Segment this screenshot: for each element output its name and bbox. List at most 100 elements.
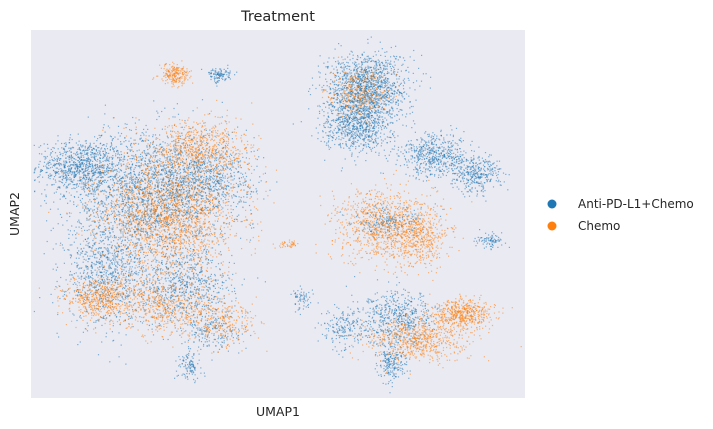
umap-point [122, 273, 125, 275]
umap-point [117, 132, 120, 134]
umap-point [85, 149, 87, 151]
umap-point [105, 257, 107, 259]
umap-point [111, 273, 113, 275]
umap-point [179, 277, 182, 279]
umap-point [102, 205, 104, 207]
umap-point [217, 165, 220, 167]
umap-point [68, 237, 70, 239]
umap-point [191, 325, 193, 327]
umap-point [130, 149, 132, 151]
umap-point [156, 144, 158, 146]
umap-point [177, 217, 179, 219]
umap-point [167, 268, 169, 271]
umap-point [179, 312, 181, 314]
umap-point [105, 262, 108, 264]
umap-point [142, 307, 144, 309]
umap-point [162, 269, 164, 271]
umap-point [186, 257, 188, 259]
umap-point [182, 291, 184, 294]
umap-point [128, 196, 130, 198]
umap-point [83, 163, 85, 165]
umap-point [100, 281, 102, 283]
umap-point [170, 300, 172, 303]
umap-point [137, 274, 139, 276]
umap-point [89, 199, 91, 201]
umap-point [212, 164, 214, 166]
umap-point [117, 138, 119, 140]
umap-point [80, 164, 82, 166]
umap-point [154, 187, 156, 190]
umap-point [106, 249, 108, 251]
umap-point [45, 196, 47, 198]
umap-point [128, 163, 130, 165]
umap-point [168, 169, 170, 171]
umap-point [101, 260, 103, 262]
umap-point [101, 292, 103, 294]
umap-point [185, 187, 187, 189]
umap-point [117, 277, 119, 279]
umap-point [176, 174, 178, 177]
umap-point [161, 188, 163, 190]
umap-point [169, 150, 171, 152]
umap-point [106, 278, 108, 280]
umap-point [253, 150, 255, 152]
umap-point [212, 285, 214, 287]
umap-point [88, 229, 90, 231]
umap-point [80, 163, 82, 165]
umap-point [171, 179, 173, 182]
umap-point [67, 178, 69, 180]
umap-point [86, 152, 88, 155]
umap-point [101, 147, 103, 149]
umap-point [73, 163, 75, 165]
umap-point [109, 265, 111, 267]
umap-point [125, 127, 127, 129]
umap-point [195, 269, 197, 271]
umap-point [164, 278, 166, 280]
umap-point [193, 183, 195, 185]
umap-point [201, 270, 203, 272]
umap-point [173, 177, 175, 179]
umap-point [113, 147, 116, 149]
umap-point [190, 259, 192, 261]
umap-point [105, 152, 107, 154]
umap-point [79, 212, 81, 214]
umap-point [88, 215, 90, 217]
umap-point [238, 201, 240, 203]
umap-point [118, 244, 120, 247]
umap-point [108, 160, 110, 162]
umap-point [198, 280, 200, 282]
umap-point [122, 274, 124, 276]
umap-point [166, 260, 168, 262]
umap-point [119, 157, 121, 159]
umap-point [165, 237, 167, 239]
umap-point [125, 244, 127, 246]
umap-point [130, 224, 132, 226]
umap-point [176, 216, 178, 218]
umap-point [178, 178, 181, 180]
umap-point [118, 236, 120, 239]
umap-point [208, 221, 210, 223]
umap-point [106, 166, 108, 169]
umap-point [120, 193, 122, 195]
umap-point [201, 228, 203, 230]
umap-point [112, 179, 114, 181]
umap-point [223, 193, 225, 195]
umap-point [158, 201, 160, 203]
umap-point [137, 185, 139, 187]
umap-point [212, 182, 214, 184]
umap-point [181, 210, 183, 212]
umap-point [147, 204, 149, 206]
umap-point [86, 240, 88, 243]
umap-point [69, 134, 72, 136]
umap-point [208, 159, 210, 161]
umap-point [56, 188, 58, 190]
umap-point [86, 229, 88, 232]
umap-point [121, 258, 123, 260]
umap-point [111, 158, 113, 160]
umap-point [145, 222, 147, 224]
umap-point [153, 187, 155, 190]
umap-point [209, 175, 211, 177]
umap-point [215, 302, 217, 304]
umap-point [188, 207, 190, 209]
umap-point [199, 314, 201, 316]
